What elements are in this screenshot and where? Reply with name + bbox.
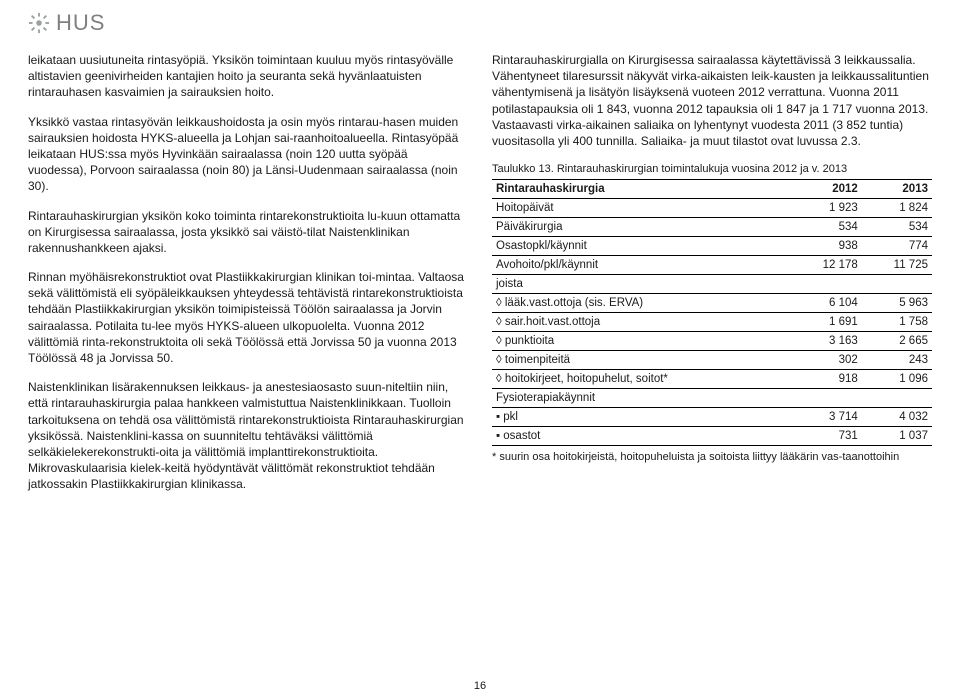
table-cell: 6 104 — [790, 294, 862, 313]
table-cell: 11 725 — [862, 256, 932, 275]
left-column: leikataan uusiutuneita rintasyöpiä. Yksi… — [28, 52, 468, 506]
table-row: ▪ osastot7311 037 — [492, 427, 932, 446]
table-cell: 731 — [790, 427, 862, 446]
table-cell: 1 758 — [862, 313, 932, 332]
table-cell: 4 032 — [862, 408, 932, 427]
page-number: 16 — [0, 680, 960, 692]
table-row: Avohoito/pkl/käynnit12 17811 725 — [492, 256, 932, 275]
table-cell: ◊ toimenpiteitä — [492, 351, 790, 370]
table-caption: Taulukko 13. Rintarauhaskirurgian toimin… — [492, 163, 932, 175]
table-cell: ◊ punktioita — [492, 332, 790, 351]
table-cell — [862, 389, 932, 408]
table-header: 2012 — [790, 180, 862, 199]
table-cell — [790, 275, 862, 294]
table-cell: 938 — [790, 237, 862, 256]
table-cell: Fysioterapiakäynnit — [492, 389, 790, 408]
table-cell: 1 691 — [790, 313, 862, 332]
table-row: ◊ toimenpiteitä302243 — [492, 351, 932, 370]
table-header: 2013 — [862, 180, 932, 199]
table-cell: 3 163 — [790, 332, 862, 351]
sun-icon — [28, 12, 50, 34]
table-cell: 1 923 — [790, 199, 862, 218]
table-cell: 1 037 — [862, 427, 932, 446]
table-row: joista — [492, 275, 932, 294]
paragraph: Rinnan myöhäisrekonstruktiot ovat Plasti… — [28, 269, 468, 366]
paragraph: Rintarauhaskirurgian yksikön koko toimin… — [28, 208, 468, 257]
table-cell: 243 — [862, 351, 932, 370]
table-header: Rintarauhaskirurgia — [492, 180, 790, 199]
paragraph: leikataan uusiutuneita rintasyöpiä. Yksi… — [28, 52, 468, 101]
paragraph: Naistenklinikan lisärakennuksen leikkaus… — [28, 379, 468, 492]
data-table: Rintarauhaskirurgia 2012 2013 Hoitopäivä… — [492, 179, 932, 446]
table-cell: 534 — [862, 218, 932, 237]
table-cell: Päiväkirurgia — [492, 218, 790, 237]
table-row: ◊ punktioita3 1632 665 — [492, 332, 932, 351]
table-cell: 774 — [862, 237, 932, 256]
table-cell: ◊ sair.hoit.vast.ottoja — [492, 313, 790, 332]
table-header-row: Rintarauhaskirurgia 2012 2013 — [492, 180, 932, 199]
table-cell — [790, 389, 862, 408]
table-cell: ◊ lääk.vast.ottoja (sis. ERVA) — [492, 294, 790, 313]
table-cell: 5 963 — [862, 294, 932, 313]
table-cell: Avohoito/pkl/käynnit — [492, 256, 790, 275]
table-cell: 2 665 — [862, 332, 932, 351]
table-row: ▪ pkl3 7144 032 — [492, 408, 932, 427]
table-cell: Osastopkl/käynnit — [492, 237, 790, 256]
table-row: Fysioterapiakäynnit — [492, 389, 932, 408]
table-row: Osastopkl/käynnit938774 — [492, 237, 932, 256]
paragraph: Yksikkö vastaa rintasyövän leikkaushoido… — [28, 114, 468, 195]
table-cell: 12 178 — [790, 256, 862, 275]
right-column: Rintarauhaskirurgialla on Kirurgisessa s… — [492, 52, 932, 506]
table-cell: 3 714 — [790, 408, 862, 427]
two-column-layout: leikataan uusiutuneita rintasyöpiä. Yksi… — [28, 52, 932, 506]
paragraph: Rintarauhaskirurgialla on Kirurgisessa s… — [492, 52, 932, 149]
table-row: ◊ lääk.vast.ottoja (sis. ERVA)6 1045 963 — [492, 294, 932, 313]
table-cell: 1 824 — [862, 199, 932, 218]
table-row: ◊ hoitokirjeet, hoitopuhelut, soitot*918… — [492, 370, 932, 389]
table-cell: ◊ hoitokirjeet, hoitopuhelut, soitot* — [492, 370, 790, 389]
table-cell: Hoitopäivät — [492, 199, 790, 218]
table-cell: 534 — [790, 218, 862, 237]
table-row: Päiväkirurgia534534 — [492, 218, 932, 237]
table-cell: 302 — [790, 351, 862, 370]
table-cell: joista — [492, 275, 790, 294]
table-cell: ▪ pkl — [492, 408, 790, 427]
table-cell — [862, 275, 932, 294]
table-row: ◊ sair.hoit.vast.ottoja1 6911 758 — [492, 313, 932, 332]
table-row: Hoitopäivät1 9231 824 — [492, 199, 932, 218]
table-cell: ▪ osastot — [492, 427, 790, 446]
table-cell: 918 — [790, 370, 862, 389]
table-footnote: * suurin osa hoitokirjeistä, hoitopuhelu… — [492, 450, 932, 464]
table-cell: 1 096 — [862, 370, 932, 389]
logo: HUS — [28, 10, 105, 36]
logo-text: HUS — [56, 10, 105, 36]
